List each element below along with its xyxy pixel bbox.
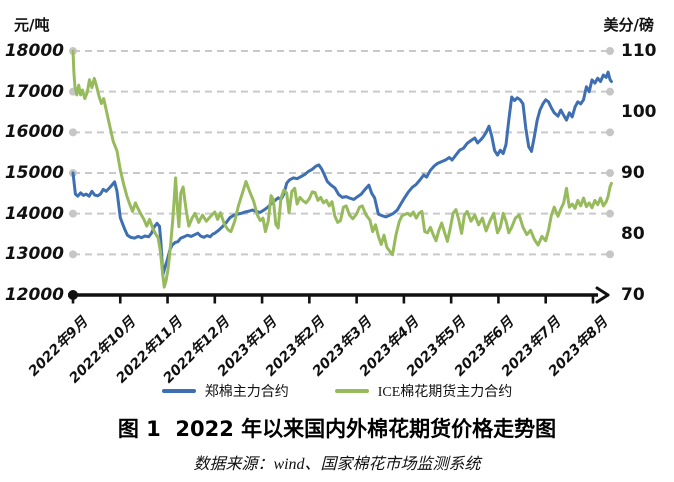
chart-legend: 郑棉主力合约 ICE棉花期货主力合约 xyxy=(0,381,674,401)
left-axis-tick-label: 17000 xyxy=(4,81,64,102)
gridline-dot-right xyxy=(606,87,614,96)
plot-area xyxy=(68,47,614,304)
left-axis-tick-label: 14000 xyxy=(4,203,64,224)
x-axis-arrowhead xyxy=(595,293,610,304)
gridline-dot-left xyxy=(69,128,77,137)
right-axis-tick-label: 80 xyxy=(621,224,645,244)
legend-item-ice-cotton: ICE棉花期货主力合约 xyxy=(334,381,513,401)
gridline-dot-right xyxy=(606,47,614,55)
right-axis-unit-label: 美分/磅 xyxy=(603,16,654,34)
gridline-dot-left xyxy=(69,250,77,259)
legend-swatch-green-line xyxy=(334,389,369,393)
left-axis-unit-label: 元/吨 xyxy=(14,16,50,34)
right-axis-tick-label: 90 xyxy=(621,163,645,183)
series-line-zhengmian xyxy=(71,70,613,277)
left-axis-tick-label: 12000 xyxy=(4,285,64,305)
legend-item-zhengmian: 郑棉主力合约 xyxy=(161,381,289,401)
right-axis-tick-label: 110 xyxy=(621,41,657,61)
left-axis-tick-label: 15000 xyxy=(4,163,64,183)
legend-label: 郑棉主力合约 xyxy=(204,385,289,400)
figure-source-note: 数据来源：wind、国家棉花市场监测系统 xyxy=(193,456,481,473)
left-axis-tick-label: 13000 xyxy=(4,244,64,265)
legend-swatch-blue-line xyxy=(161,389,196,393)
gridline-dot-left xyxy=(69,209,77,218)
series-line-ice-cotton xyxy=(71,49,613,289)
right-axis-tick-label: 100 xyxy=(621,102,657,122)
gridline-dot-right xyxy=(606,169,614,177)
right-axis-tick-label: 70 xyxy=(621,285,645,305)
figure-title: 图 1 2022 年以来国内外棉花期货价格走势图 xyxy=(117,417,557,441)
gridline-dot-right xyxy=(606,250,614,259)
left-axis-tick-label: 18000 xyxy=(4,41,64,61)
legend-label: ICE棉花期货主力合约 xyxy=(377,385,513,400)
gridline-dot-right xyxy=(606,128,614,137)
x-axis-arrowhead xyxy=(595,286,610,297)
gridline-dot-right xyxy=(606,209,614,218)
left-axis-tick-label: 16000 xyxy=(4,122,64,143)
